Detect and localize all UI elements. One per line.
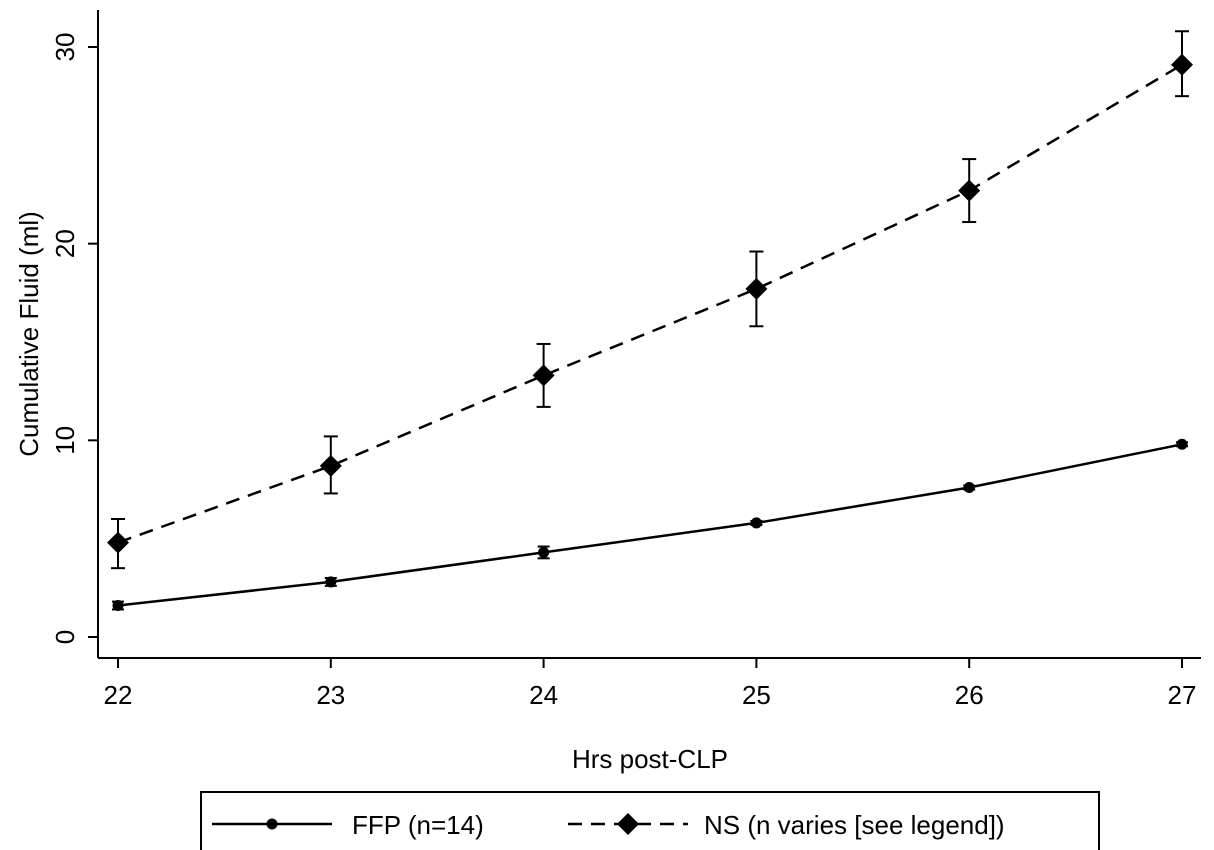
legend-label-ns: NS (n varies [see legend]): [704, 810, 1005, 840]
data-point-ffp: [1176, 438, 1188, 450]
legend: FFP (n=14) NS (n varies [see legend]): [200, 791, 1100, 850]
x-tick-label: 27: [1168, 680, 1197, 710]
data-point-ffp: [963, 482, 975, 494]
x-tick-label: 26: [955, 680, 984, 710]
data-point-ns: [319, 454, 342, 477]
data-point-ns: [958, 179, 981, 202]
y-tick-label: 20: [50, 229, 80, 258]
x-axis-ticks: 22 23 24 25 26 27: [104, 658, 1197, 710]
legend-marker-ffp: [266, 818, 278, 830]
y-tick-label: 30: [50, 33, 80, 62]
legend-marker-ns: [617, 813, 639, 835]
x-tick-label: 24: [529, 680, 558, 710]
x-tick-label: 25: [742, 680, 771, 710]
data-point-ffp: [750, 517, 762, 529]
series-lines: [117, 63, 1183, 607]
x-axis-title: Hrs post-CLP: [572, 744, 728, 774]
data-point-ffp: [112, 600, 124, 612]
series-markers: [107, 53, 1193, 612]
data-point-ns: [107, 531, 129, 554]
x-tick-label: 22: [104, 680, 133, 710]
y-tick-label: 10: [50, 426, 80, 455]
legend-label-ffp: FFP (n=14): [352, 810, 484, 840]
y-tick-label: 0: [50, 630, 80, 644]
y-axis-ticks: 0 10 20 30: [50, 33, 98, 644]
error-bars: [111, 30, 1189, 611]
legend-box: [200, 791, 1100, 850]
data-point-ffp: [538, 546, 550, 558]
y-axis-title: Cumulative Fluid (ml): [14, 211, 44, 457]
series-line-ns: [117, 63, 1183, 544]
data-point-ffp: [325, 576, 337, 588]
data-point-ns: [745, 277, 768, 300]
data-point-ns: [1171, 53, 1193, 76]
series-line-ffp: [117, 443, 1183, 607]
data-point-ns: [532, 364, 555, 387]
x-tick-label: 23: [316, 680, 345, 710]
